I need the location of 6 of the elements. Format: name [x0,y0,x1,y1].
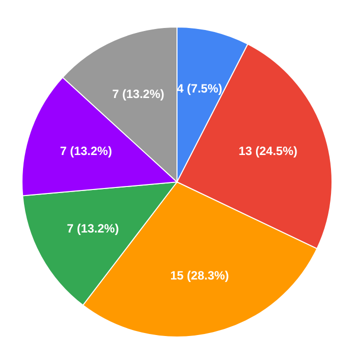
data-label: 7 (13.2%) [112,87,164,102]
data-label: 13 (24.5%) [238,144,298,158]
data-label: 4 (7.5%) [176,82,222,96]
data-label: 7 (13.2%) [66,221,119,236]
data-label: 15 (28.3%) [170,268,229,282]
data-label: 7 (13.2%) [60,144,112,158]
